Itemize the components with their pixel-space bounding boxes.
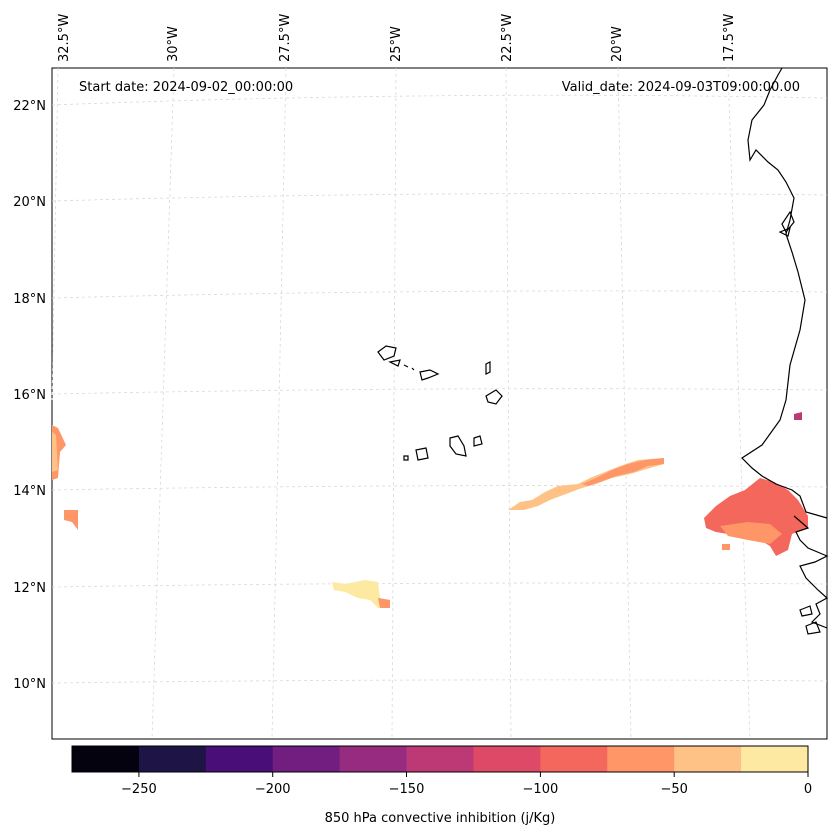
cin-patch-west-edge-inner (52, 432, 58, 472)
cin-band-central-core (582, 458, 664, 486)
cin-patch-south (332, 580, 390, 608)
colorbar-bin-10 (741, 746, 809, 772)
cin-field (52, 412, 808, 608)
cin-patch-east-speck (722, 544, 730, 550)
island-santo-antao (377, 345, 397, 361)
meridian-27-5w (271, 67, 287, 740)
lon-label-17-5w: 17.5°W (722, 14, 737, 62)
colorbar-bin-2 (205, 746, 274, 772)
bissagos-island-1 (799, 605, 813, 617)
colorbar-tick-label: −250 (121, 782, 157, 797)
lon-label-27-5w: 27.5°W (278, 14, 293, 62)
latitude-labels: 22°N 20°N 18°N 16°N 14°N 12°N 10°N (13, 99, 46, 692)
lon-label-20w: 20°W (610, 26, 625, 62)
cin-patch-east-inner (720, 522, 782, 544)
colorbar-bin-8 (607, 746, 675, 772)
island-fogo (415, 447, 429, 461)
parallel-20n (51, 193, 828, 202)
island-brava (403, 455, 409, 461)
island-sao-nicolau (419, 369, 440, 381)
start-date-label: Start date: 2024-09-02_00:00:00 (79, 80, 293, 95)
colorbar-outline (71, 745, 809, 773)
parallel-10n (51, 679, 828, 684)
colorbar-bin-4 (339, 746, 407, 772)
island-sal (485, 361, 491, 375)
colorbar-bin-9 (674, 746, 742, 772)
bissagos-island-2 (805, 621, 821, 635)
colorbar-bin-0 (72, 746, 140, 772)
colorbar-tick-label: −50 (660, 782, 687, 797)
parallel-22n (51, 94, 828, 106)
parallel-16n (51, 388, 828, 395)
cin-patch-northeast-speck (794, 412, 802, 420)
colorbar-tick-label: −200 (255, 782, 291, 797)
lat-label-20n: 20°N (13, 195, 46, 210)
island-santa-luzia (403, 364, 415, 371)
guinea-coastline (793, 515, 829, 629)
meridian-32-5w (51, 67, 59, 401)
lon-label-22-5w: 22.5°W (500, 14, 515, 62)
colorbar-ticks (138, 772, 809, 777)
lat-label-10n: 10°N (13, 677, 46, 692)
longitude-labels: 32.5°W 30°W 27.5°W 25°W 22.5°W 20°W 17.5… (57, 14, 737, 62)
meridian-25w (391, 67, 397, 740)
meridian-30w (151, 67, 175, 740)
colorbar: −250 −200 −150 −100 −50 0 850 hPa convec… (71, 745, 812, 826)
island-boa-vista (485, 389, 503, 405)
lat-label-12n: 12°N (13, 581, 46, 596)
meridian-20w (617, 67, 632, 740)
lon-label-30w: 30°W (166, 26, 181, 62)
lat-label-16n: 16°N (13, 388, 46, 403)
lat-label-18n: 18°N (13, 292, 46, 307)
colorbar-tick-label: −100 (523, 782, 559, 797)
lon-label-32-5w: 32.5°W (57, 14, 72, 62)
lon-label-25w: 25°W (389, 26, 404, 62)
lat-label-14n: 14°N (13, 484, 46, 499)
island-sao-vicente (388, 359, 401, 367)
colorbar-tick-label: −150 (389, 782, 425, 797)
colorbar-bin-5 (406, 746, 474, 772)
colorbar-bin-7 (540, 746, 608, 772)
lat-label-22n: 22°N (13, 99, 46, 114)
cin-patch-west-small (64, 510, 78, 530)
parallel-12n (51, 582, 828, 588)
meridian-17-5w (727, 67, 751, 740)
coastal-inlet-2 (778, 227, 791, 237)
colorbar-bin-1 (138, 746, 207, 772)
colorbar-tick-label: 0 (804, 782, 812, 797)
parallel-14n (51, 485, 828, 491)
cin-patch-east (704, 478, 808, 556)
colorbar-tick-labels: −250 −200 −150 −100 −50 0 (121, 782, 812, 797)
colorbar-bins (72, 746, 809, 772)
cin-patch-south-edge (378, 598, 390, 608)
coastline (741, 67, 829, 635)
map-frame (51, 67, 828, 740)
valid-date-label: Valid_date: 2024-09-03T09:00:00.00 (562, 80, 800, 95)
parallel-18n (51, 290, 828, 299)
gridlines (51, 67, 828, 740)
coastal-inlet-1 (781, 210, 795, 234)
west-africa-coastline (741, 67, 828, 519)
colorbar-label: 850 hPa convective inhibition (j/Kg) (325, 811, 556, 826)
colorbar-bin-3 (272, 746, 341, 772)
meridian-22-5w (505, 67, 512, 740)
colorbar-bin-6 (473, 746, 541, 772)
cape-verde-islands (377, 345, 503, 461)
island-maio (473, 435, 483, 447)
island-santiago (449, 435, 467, 457)
